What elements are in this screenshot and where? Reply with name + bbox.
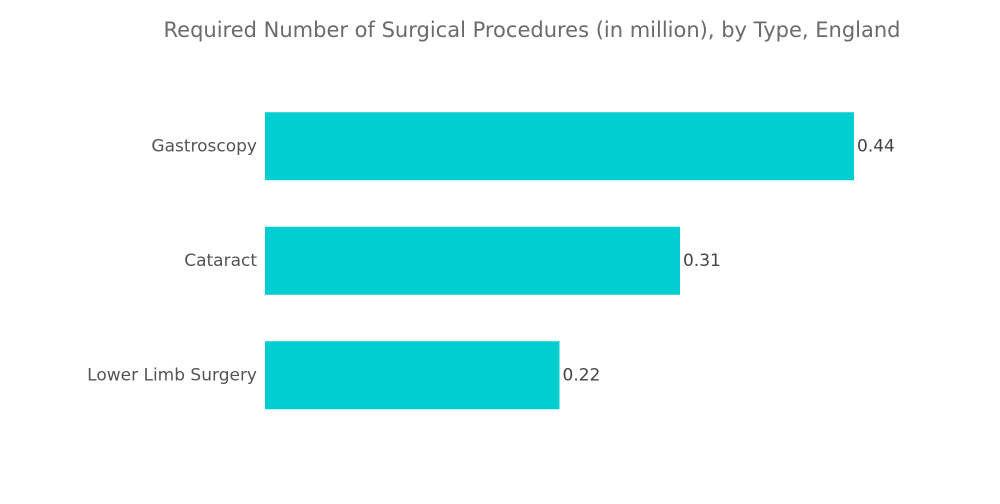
chart-title: Required Number of Surgical Procedures (… — [164, 18, 901, 42]
value-label: 0.44 — [857, 136, 895, 156]
category-label: Cataract — [184, 251, 257, 271]
bar — [265, 226, 680, 295]
bar — [265, 112, 854, 181]
bar — [265, 341, 560, 410]
value-label: 0.22 — [563, 365, 601, 385]
value-label: 0.31 — [683, 251, 721, 271]
category-label: Lower Limb Surgery — [87, 365, 257, 385]
category-label: Gastroscopy — [151, 136, 257, 156]
